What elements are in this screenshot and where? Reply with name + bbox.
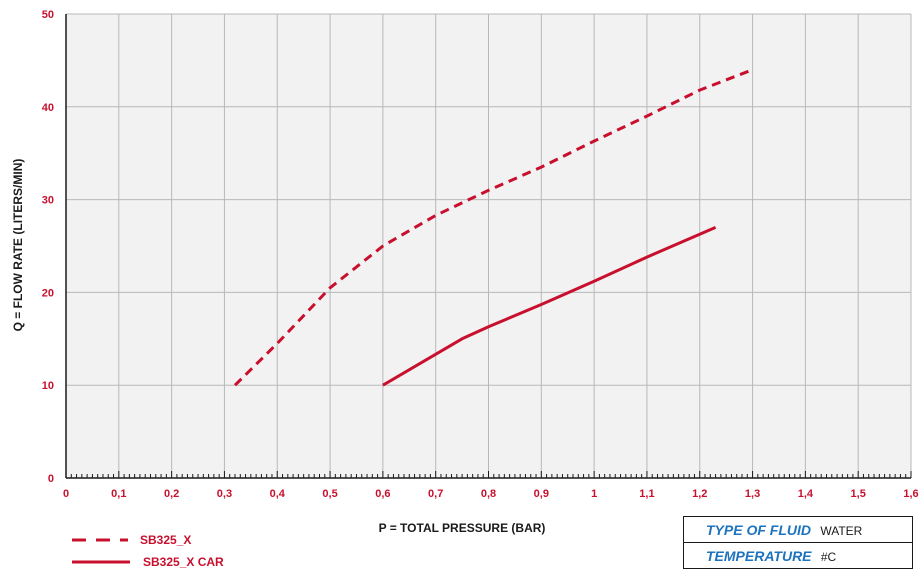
fluid-type-value: WATER — [820, 523, 863, 538]
legend: SB325_X SB325_X CAR — [72, 533, 224, 569]
fluid-info-table: TYPE OF FLUID WATER TEMPERATURE #C — [683, 516, 913, 569]
x-tick-label: 0 — [63, 488, 69, 500]
table-cell: TEMPERATURE #C — [683, 542, 913, 569]
y-tick-label: 20 — [42, 287, 54, 299]
table-row: TYPE OF FLUID WATER — [683, 516, 913, 543]
x-tick-label: 0,3 — [217, 488, 232, 500]
x-tick-label: 0,2 — [164, 488, 179, 500]
temperature-label: TEMPERATURE — [706, 547, 812, 564]
legend-label-sb325x-car: SB325_X CAR — [143, 555, 224, 569]
x-tick-label: 0,5 — [322, 488, 337, 500]
series-line-sb325x-car — [382, 226, 717, 387]
x-tick-label: 0,1 — [111, 488, 126, 500]
fluid-type-label: TYPE OF FLUID — [706, 521, 811, 538]
y-tick-label: 0 — [48, 473, 54, 485]
series-group — [233, 68, 754, 387]
y-axis-title: Q = FLOW RATE (LITERS/MIN) — [11, 159, 25, 332]
x-tick-label: 1,3 — [745, 488, 760, 500]
table-cell: TYPE OF FLUID WATER — [683, 516, 913, 543]
x-tick-label: 0,4 — [270, 488, 286, 500]
y-tick-labels: 0 10 20 30 40 50 — [42, 9, 54, 485]
x-tick-label: 0,7 — [428, 488, 443, 500]
x-tick-label: 1,6 — [903, 488, 918, 500]
y-tick-label: 50 — [42, 9, 54, 21]
temperature-value: #C — [820, 549, 837, 564]
x-tick-label: 1,1 — [639, 488, 654, 500]
x-tick-label: 0,9 — [534, 488, 549, 500]
x-tick-label: 1 — [591, 488, 597, 500]
y-tick-label: 30 — [42, 195, 54, 207]
x-tick-labels: 0 0,1 0,2 0,3 0,4 0,5 0,6 0,7 0,8 0,9 1 1,1 1,2 1,3 1,… — [63, 488, 919, 500]
axes — [65, 14, 912, 479]
series-line-sb325x — [233, 68, 754, 387]
legend-label-sb325x: SB325_X — [140, 533, 191, 547]
x-axis-title: P = TOTAL PRESSURE (BAR) — [379, 521, 546, 535]
y-tick-label: 40 — [42, 102, 54, 114]
x-tick-label: 1,4 — [798, 488, 814, 500]
grid — [66, 13, 912, 478]
x-tick-label: 0,8 — [481, 488, 496, 500]
x-tick-label: 0,6 — [375, 488, 390, 500]
x-tick-label: 1,5 — [851, 488, 866, 500]
y-tick-label: 10 — [42, 380, 54, 392]
table-row: TEMPERATURE #C — [683, 542, 913, 569]
x-tick-label: 1,2 — [692, 488, 707, 500]
